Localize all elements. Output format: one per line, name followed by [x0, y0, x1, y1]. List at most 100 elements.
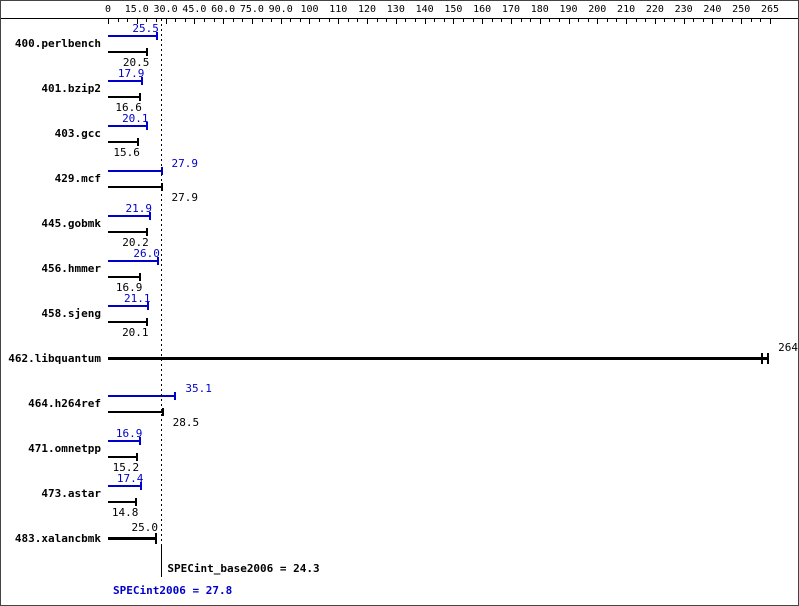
axis-tick-label: 100 — [300, 4, 319, 15]
axis-tick-major — [395, 19, 397, 24]
axis-tick-minor — [213, 19, 215, 22]
axis-tick-minor — [386, 19, 388, 22]
axis-tick-label: 45.0 — [182, 4, 207, 15]
result-bar-single-endcap — [154, 533, 157, 544]
base-bar — [108, 411, 163, 413]
axis-tick-major — [741, 19, 743, 24]
value-label: 20.5 — [122, 56, 150, 69]
peak-bar-endcap — [145, 122, 148, 130]
axis-tick-label: 240 — [703, 4, 722, 15]
peak-bar — [108, 485, 142, 487]
axis-tick-label: 120 — [358, 4, 377, 15]
base-bar — [108, 186, 162, 188]
axis-tick-minor — [155, 19, 157, 22]
value-label: 35.1 — [185, 382, 212, 395]
axis-tick-minor — [530, 19, 532, 22]
peak-bar-endcap — [147, 302, 150, 310]
axis-tick-minor — [702, 19, 704, 22]
result-bar-single-endcap — [767, 353, 770, 364]
base-bar — [108, 456, 138, 458]
value-label: 27.9 — [171, 157, 199, 170]
base-bar — [108, 276, 141, 278]
peak-bar-endcap — [139, 437, 142, 445]
axis-tick-major — [136, 19, 138, 24]
base-bar-endcap — [145, 228, 148, 236]
peak-bar-endcap — [174, 392, 177, 400]
peak-bar — [108, 125, 147, 127]
axis-tick-minor — [616, 19, 618, 22]
benchmark-name: 456.hmmer — [41, 262, 101, 275]
axis-tick-label: 200 — [588, 4, 607, 15]
axis-tick-major — [568, 19, 570, 24]
base-bar — [108, 231, 147, 233]
axis-tick-major — [424, 19, 426, 24]
axis-tick-major — [597, 19, 599, 24]
value-label: 20.1 — [122, 112, 149, 125]
base-bar-endcap — [145, 318, 148, 326]
axis-tick-minor — [472, 19, 474, 22]
peak-bar — [108, 35, 157, 37]
axis-tick-minor — [501, 19, 503, 22]
value-label: 264 — [778, 341, 798, 354]
axis-tick-label: 15.0 — [124, 4, 149, 15]
peak-bar-endcap — [149, 212, 152, 220]
result-bar-single — [108, 357, 769, 360]
axis-tick-major — [654, 19, 656, 24]
axis-tick-minor — [549, 19, 551, 22]
axis-tick-minor — [319, 19, 321, 22]
benchmark-name: 400.perlbench — [14, 37, 101, 50]
peak-bar — [108, 215, 151, 217]
axis-tick-minor — [645, 19, 647, 22]
value-label: 15.6 — [113, 146, 140, 159]
base-bar-endcap — [146, 48, 149, 56]
mean-reference-line-bottom — [161, 544, 163, 577]
axis-tick-major — [338, 19, 340, 24]
benchmark-name: 429.mcf — [54, 172, 101, 185]
axis-tick-minor — [376, 19, 378, 22]
axis-tick-label: 160 — [473, 4, 492, 15]
axis-tick-minor — [405, 19, 407, 22]
axis-tick-label: 60.0 — [211, 4, 236, 15]
base-bar-endcap — [139, 273, 142, 281]
axis-tick-major — [539, 19, 541, 24]
axis-tick-label: 0 — [104, 4, 112, 15]
axis-tick-major — [194, 19, 196, 24]
base-bar — [108, 96, 140, 98]
axis-tick-minor — [578, 19, 580, 22]
axis-tick-major — [165, 19, 167, 24]
value-label: 21.9 — [125, 202, 153, 215]
axis-tick-minor — [146, 19, 148, 22]
peak-bar — [108, 80, 143, 82]
axis-tick-major — [712, 19, 714, 24]
value-label: 16.6 — [115, 101, 142, 114]
axis-tick-minor — [415, 19, 416, 22]
axis-tick-minor — [635, 19, 637, 22]
axis-tick-minor — [117, 19, 119, 22]
value-label: 26.0 — [133, 247, 160, 260]
value-label: 25.0 — [131, 521, 158, 534]
peak-bar-endcap — [156, 257, 159, 265]
axis-tick-minor — [520, 19, 522, 22]
peak-bar-endcap — [140, 482, 143, 490]
axis-tick-label: 170 — [501, 4, 520, 15]
base-bar-endcap — [136, 453, 139, 461]
axis-tick-minor — [606, 19, 608, 22]
result-bar-single — [108, 537, 156, 540]
axis-tick-label: 130 — [386, 4, 405, 15]
axis-tick-major — [453, 19, 455, 24]
value-label: 17.4 — [116, 472, 144, 485]
axis-tick-minor — [750, 19, 752, 22]
peak-bar-endcap — [155, 32, 158, 40]
axis-tick-major — [251, 19, 253, 24]
axis-tick-label: 220 — [645, 4, 664, 15]
specint2006-label: SPECint2006 = 27.8 — [113, 584, 233, 597]
value-label: 15.2 — [112, 461, 140, 474]
value-label: 20.2 — [122, 236, 149, 249]
axis-tick-minor — [232, 19, 234, 22]
value-label: 28.5 — [172, 416, 200, 429]
value-label: 20.1 — [122, 326, 149, 339]
axis-tick-minor — [127, 19, 129, 22]
value-label: 16.9 — [115, 427, 143, 440]
top-axis-line — [1, 18, 798, 19]
